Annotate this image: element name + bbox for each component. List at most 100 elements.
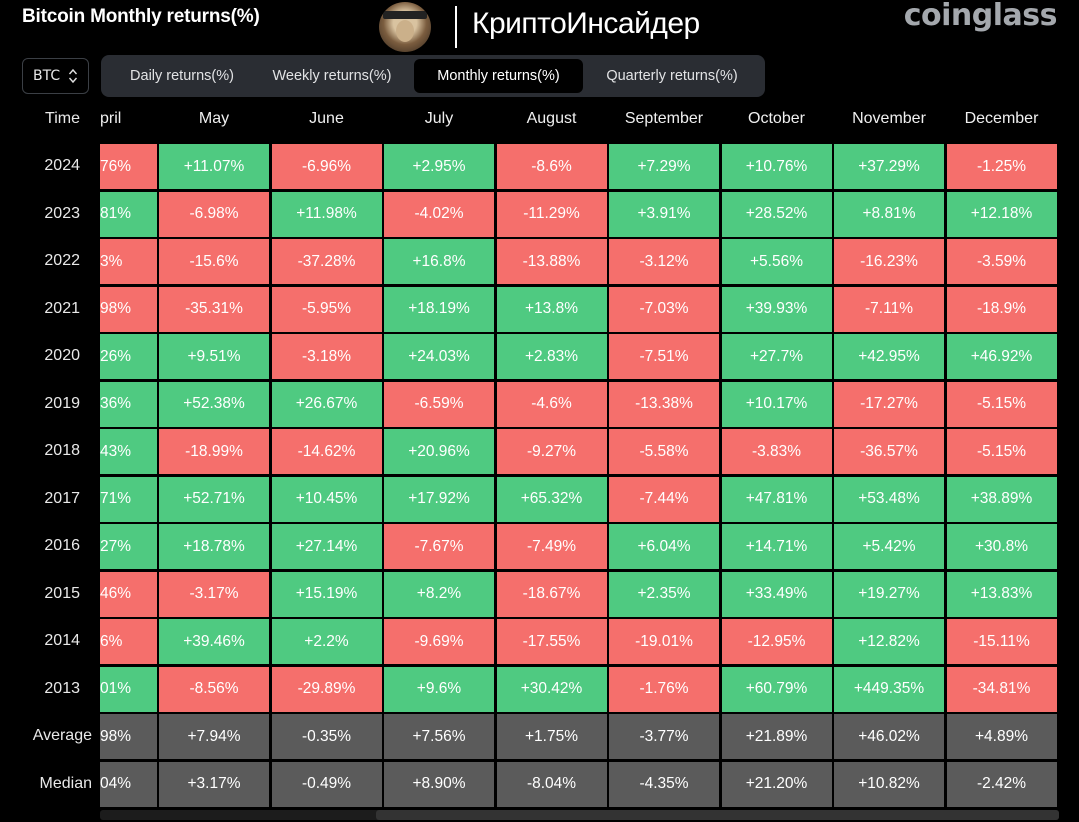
return-cell: 98%	[100, 714, 157, 759]
return-cell: +10.17%	[721, 381, 832, 427]
return-cell: +7.56%	[384, 714, 494, 759]
chevron-updown-icon	[68, 68, 78, 84]
return-cell: -29.89%	[271, 666, 382, 712]
return-cell: -8.04%	[496, 761, 607, 807]
tab-weekly-returns[interactable]: Weekly returns(%)	[272, 68, 392, 84]
return-cell: -6.96%	[271, 144, 382, 189]
return-cell: 3%	[100, 239, 157, 284]
return-cell: -18.67%	[496, 571, 607, 617]
return-cell: -18.9%	[946, 286, 1057, 332]
return-cell: +8.90%	[384, 761, 494, 807]
column-header: August	[526, 110, 577, 127]
return-cell: +4.89%	[946, 714, 1057, 759]
return-cell: -0.49%	[271, 761, 382, 807]
return-cell: -5.95%	[271, 286, 382, 332]
column-header: October	[748, 110, 805, 127]
return-cell: +30.42%	[496, 666, 607, 712]
return-cell: -36.57%	[834, 429, 944, 474]
row-label: 2013	[44, 679, 80, 697]
return-cell: -0.35%	[271, 714, 382, 759]
return-cell: -5.15%	[946, 381, 1057, 427]
return-cell: +10.45%	[271, 476, 382, 522]
return-cell: +1.75%	[496, 714, 607, 759]
return-cell: -4.02%	[384, 191, 494, 237]
row-label: Median	[39, 774, 92, 792]
return-cell: -3.59%	[946, 239, 1057, 284]
return-cell: +28.52%	[721, 191, 832, 237]
return-cell: 04%	[100, 761, 157, 807]
return-cell: +65.32%	[496, 476, 607, 522]
return-cell: -5.58%	[609, 429, 719, 474]
return-cell: 76%	[100, 144, 157, 189]
return-cell: -3.17%	[159, 571, 269, 617]
return-cell: +37.29%	[834, 144, 944, 189]
return-cell: -37.28%	[271, 239, 382, 284]
return-cell: -9.27%	[496, 429, 607, 474]
tab-quarterly-returns[interactable]: Quarterly returns(%)	[606, 68, 738, 84]
return-cell: -19.01%	[609, 619, 719, 664]
return-cell: -7.49%	[496, 524, 607, 569]
return-cell: +39.93%	[721, 286, 832, 332]
return-cell: +6.04%	[609, 524, 719, 569]
returns-period-tabs: Daily returns(%) Weekly returns(%) Month…	[101, 55, 765, 97]
return-cell: -7.03%	[609, 286, 719, 332]
return-cell: +24.03%	[384, 334, 494, 379]
tab-monthly-returns[interactable]: Monthly returns(%)	[414, 59, 583, 93]
return-cell: 71%	[100, 476, 157, 522]
return-cell: +21.89%	[721, 714, 832, 759]
return-cell: 01%	[100, 666, 157, 712]
column-header: June	[309, 110, 344, 127]
return-cell: 46%	[100, 571, 157, 617]
return-cell: +16.8%	[384, 239, 494, 284]
return-cell: +2.83%	[496, 334, 607, 379]
return-cell: +47.81%	[721, 476, 832, 522]
return-cell: +46.92%	[946, 334, 1057, 379]
return-cell: +9.51%	[159, 334, 269, 379]
return-cell: -17.27%	[834, 381, 944, 427]
row-label: 2024	[44, 157, 80, 174]
return-cell: +13.8%	[496, 286, 607, 332]
return-cell: -6.98%	[159, 191, 269, 237]
return-cell: -14.62%	[271, 429, 382, 474]
return-cell: +33.49%	[721, 571, 832, 617]
return-cell: +46.02%	[834, 714, 944, 759]
return-cell: +27.7%	[721, 334, 832, 379]
return-cell: -7.44%	[609, 476, 719, 522]
return-cell: -7.51%	[609, 334, 719, 379]
return-cell: +19.27%	[834, 571, 944, 617]
return-cell: -11.29%	[496, 191, 607, 237]
row-label: Average	[32, 727, 92, 744]
return-cell: +60.79%	[721, 666, 832, 712]
column-header: September	[624, 110, 704, 127]
row-label: 2016	[44, 537, 80, 554]
return-cell: -34.81%	[946, 666, 1057, 712]
return-cell: -13.88%	[496, 239, 607, 284]
symbol-select[interactable]: BTC	[22, 58, 89, 94]
return-cell: +27.14%	[271, 524, 382, 569]
scrollbar-thumb[interactable]	[376, 810, 1059, 820]
column-header: November	[852, 110, 926, 127]
tab-daily-returns[interactable]: Daily returns(%)	[130, 68, 234, 84]
return-cell: 36%	[100, 381, 157, 427]
horizontal-scrollbar[interactable]	[100, 810, 1059, 820]
return-cell: +8.81%	[834, 191, 944, 237]
return-cell: 6%	[100, 619, 157, 664]
return-cell: 27%	[100, 524, 157, 569]
column-header: May	[198, 110, 230, 127]
return-cell: +11.07%	[159, 144, 269, 189]
return-cell: +30.8%	[946, 524, 1057, 569]
return-cell: -8.6%	[496, 144, 607, 189]
return-cell: -4.6%	[496, 381, 607, 427]
return-cell: -1.25%	[946, 144, 1057, 189]
return-cell: -4.35%	[609, 761, 719, 807]
symbol-select-value: BTC	[33, 68, 61, 84]
return-cell: +13.83%	[946, 571, 1057, 617]
return-cell: -13.38%	[609, 381, 719, 427]
return-cell: -15.6%	[159, 239, 269, 284]
return-cell: +2.2%	[271, 619, 382, 664]
return-cell: +10.76%	[721, 144, 832, 189]
return-cell: +18.78%	[159, 524, 269, 569]
return-cell: +10.82%	[834, 761, 944, 807]
return-cell: +14.71%	[721, 524, 832, 569]
return-cell: -8.56%	[159, 666, 269, 712]
